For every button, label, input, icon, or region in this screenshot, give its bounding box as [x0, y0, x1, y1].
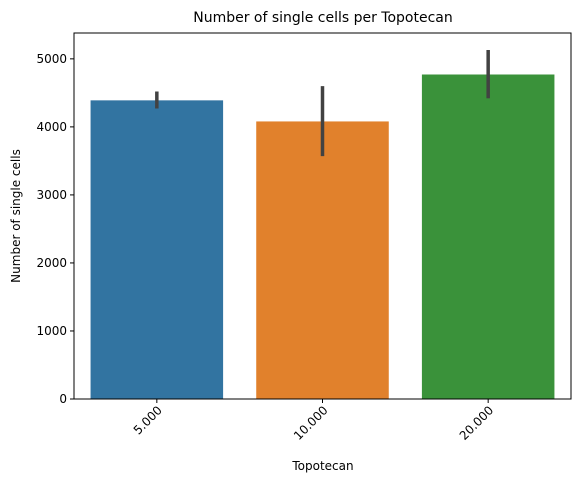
- x-axis: 5.000 10.000 20.000: [131, 399, 497, 443]
- x-tick-label-1: 5.000: [131, 403, 165, 437]
- y-tick-label-3: 3000: [36, 188, 67, 202]
- bar-2: [256, 121, 389, 399]
- bar-3: [421, 74, 555, 399]
- x-tick-label-2: 10.000: [291, 403, 331, 443]
- y-tick-label-4: 4000: [36, 120, 67, 134]
- x-axis-label: Topotecan: [291, 459, 353, 473]
- bar-1: [90, 100, 224, 400]
- chart-title: Number of single cells per Topotecan: [193, 10, 453, 26]
- y-tick-label-1: 1000: [36, 324, 67, 338]
- x-tick-label-3: 20.000: [457, 403, 497, 443]
- y-tick-label-5: 5000: [36, 52, 67, 66]
- y-axis: 0 1000 2000 3000 4000 5000: [36, 52, 74, 406]
- y-tick-label-0: 0: [59, 392, 67, 406]
- y-tick-label-2: 2000: [36, 256, 67, 270]
- bars-layer: [90, 74, 555, 400]
- y-axis-label: Number of single cells: [9, 149, 23, 283]
- plot-frame: [73, 32, 572, 400]
- errorbars-layer: [155, 50, 490, 157]
